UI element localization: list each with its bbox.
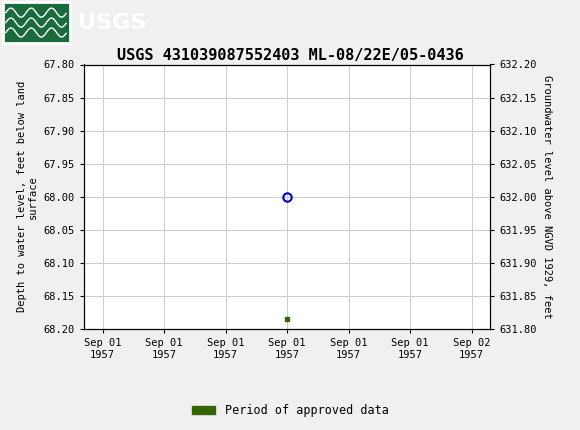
Y-axis label: Groundwater level above NGVD 1929, feet: Groundwater level above NGVD 1929, feet xyxy=(542,75,552,319)
Bar xyxy=(3,2,70,43)
Legend: Period of approved data: Period of approved data xyxy=(187,399,393,422)
Text: USGS 431039087552403 ML-08/22E/05-0436: USGS 431039087552403 ML-08/22E/05-0436 xyxy=(117,49,463,63)
Text: USGS: USGS xyxy=(78,12,147,33)
Y-axis label: Depth to water level, feet below land
surface: Depth to water level, feet below land su… xyxy=(17,81,38,312)
